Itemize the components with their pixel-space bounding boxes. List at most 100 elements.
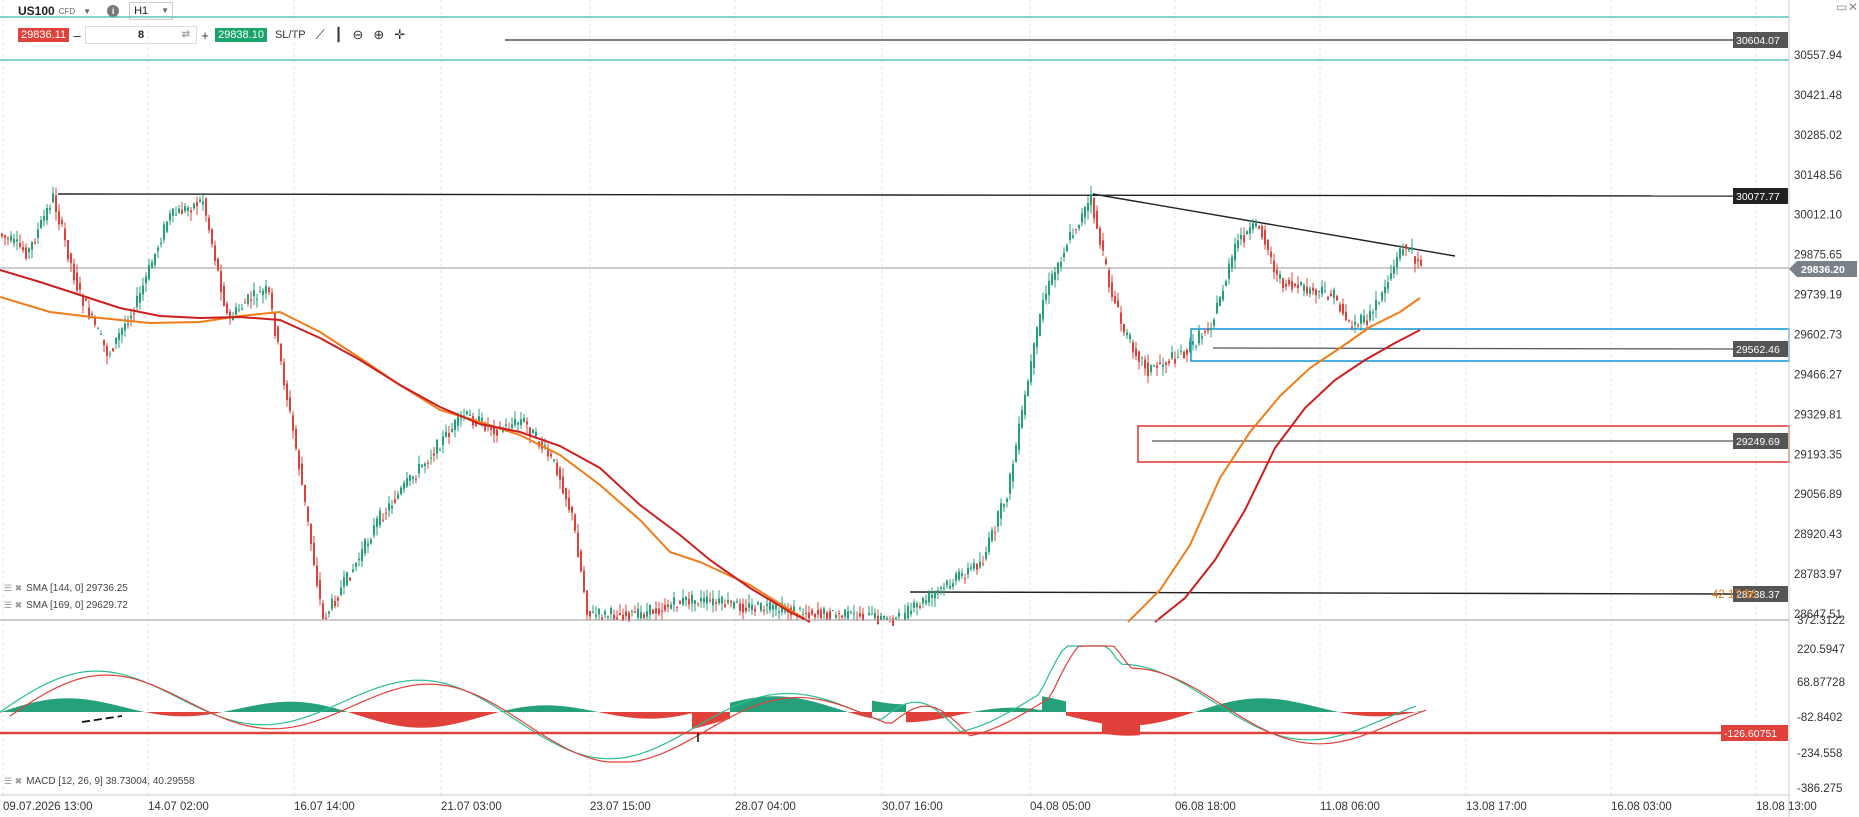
settings-icon[interactable]: ☰ ✖: [4, 776, 23, 786]
macd-histogram-bar: [816, 702, 818, 712]
candle-body: [1237, 240, 1239, 249]
macd-histogram-bar: [614, 712, 616, 716]
macd-histogram-bar: [554, 705, 556, 712]
macd-histogram-bar: [410, 712, 412, 728]
macd-histogram-bar: [1034, 709, 1036, 712]
sell-button[interactable]: 29836.11: [18, 28, 70, 42]
close-icon[interactable]: ✕: [1848, 0, 1859, 14]
candle-body: [151, 262, 153, 268]
sma-169-legend[interactable]: ☰ ✖ SMA [169, 0] 29629.72: [4, 600, 128, 611]
macd-histogram-bar: [1342, 712, 1344, 713]
macd-histogram-bar: [1218, 704, 1220, 712]
macd-histogram-bar: [1294, 701, 1296, 712]
macd-histogram-bar: [1406, 712, 1408, 714]
macd-histogram-bar: [978, 710, 980, 712]
macd-histogram-bar: [1002, 707, 1004, 712]
macd-histogram-bar: [334, 708, 336, 712]
candle-body: [769, 602, 771, 610]
candle-body: [1210, 327, 1212, 330]
macd-histogram-bar: [1292, 701, 1294, 712]
macd-histogram-bar: [944, 712, 946, 718]
macd-histogram-bar: [1080, 712, 1082, 720]
macd-histogram-bar: [1252, 698, 1254, 712]
decrease-quantity-button[interactable]: –: [73, 27, 81, 43]
macd-histogram-bar: [362, 712, 364, 717]
candle-body: [754, 608, 756, 612]
candle-body: [889, 621, 891, 623]
macd-histogram-bar: [1072, 712, 1074, 718]
macd-histogram-bar: [534, 705, 536, 712]
candle-body: [214, 245, 216, 262]
candle-body: [724, 604, 726, 608]
symbol-name[interactable]: US100: [18, 4, 55, 18]
candle-body: [751, 604, 753, 611]
macd-histogram-bar: [56, 698, 58, 712]
macd-histogram-bar: [212, 712, 214, 714]
candle-body: [1111, 282, 1113, 298]
macd-histogram-bar: [1300, 703, 1302, 712]
price-axis-label: 28783.97: [1794, 569, 1842, 581]
settings-icon[interactable]: ☰ ✖: [4, 583, 23, 593]
macd-histogram-bar: [1142, 712, 1144, 725]
line-chart-icon[interactable]: ⟋: [315, 27, 325, 42]
candle-body: [940, 587, 942, 589]
quantity-input[interactable]: 8 ⇄: [85, 26, 198, 44]
candle-body: [1402, 249, 1404, 256]
macd-histogram-bar: [900, 704, 902, 712]
crosshair-icon[interactable]: ✛: [394, 27, 406, 42]
candle-body: [112, 348, 114, 352]
candle-body: [322, 603, 324, 619]
candle-body: [850, 611, 852, 613]
macd-histogram-bar: [1136, 712, 1138, 736]
macd-legend[interactable]: ☰ ✖ MACD [12, 26, 9] 38.73004, 40.29558: [4, 776, 195, 787]
settings-icon[interactable]: ☰ ✖: [4, 600, 23, 610]
macd-histogram-bar: [892, 703, 894, 712]
macd-histogram-bar: [772, 696, 774, 712]
macd-histogram-bar: [1168, 712, 1170, 720]
candle-body: [664, 604, 666, 611]
macd-histogram-bar: [290, 701, 292, 712]
sltp-button[interactable]: SL/TP: [274, 29, 306, 41]
macd-histogram-bar: [1202, 709, 1204, 712]
macd-histogram-bar: [170, 712, 172, 716]
macd-histogram-bar: [1038, 709, 1040, 712]
candle-body: [1186, 349, 1188, 355]
red-zone-rect: [1137, 425, 1790, 463]
candle-body: [1399, 248, 1401, 259]
candle-body: [1312, 287, 1314, 291]
macd-histogram-bar: [1270, 698, 1272, 712]
macd-histogram-bar: [950, 712, 952, 717]
buy-button[interactable]: 29838.10: [215, 28, 267, 42]
sma-144-legend[interactable]: ☰ ✖ SMA [144, 0] 29736.25: [4, 583, 128, 594]
zoom-in-icon[interactable]: ⊕: [373, 27, 385, 42]
candle-body: [1330, 293, 1332, 297]
macd-histogram-bar: [1042, 696, 1044, 712]
candle-body: [661, 610, 663, 612]
symbol-dropdown-icon[interactable]: ▼: [83, 6, 92, 16]
timeframe-select[interactable]: H1 ▼: [129, 2, 174, 20]
macd-histogram-bar: [1050, 697, 1052, 712]
candle-body: [523, 417, 525, 422]
minimize-icon[interactable]: ▭: [1836, 0, 1848, 14]
info-icon[interactable]: i: [107, 5, 120, 17]
macd-histogram-bar: [948, 712, 950, 718]
candles-icon[interactable]: ┃: [334, 27, 343, 42]
candle-body: [1024, 394, 1026, 415]
time-axis-label: 16.08 03:00: [1611, 801, 1672, 813]
macd-histogram-bar: [922, 712, 924, 722]
increase-quantity-button[interactable]: +: [201, 27, 209, 43]
macd-histogram-bar: [372, 712, 374, 720]
candle-body: [466, 411, 468, 414]
macd-histogram-bar: [828, 706, 830, 712]
candle-body: [196, 202, 198, 207]
candle-body: [277, 326, 279, 342]
macd-histogram-bar: [1264, 698, 1266, 712]
candle-body: [1135, 348, 1137, 357]
zoom-out-icon[interactable]: ⊖: [352, 27, 364, 42]
candle-body: [652, 609, 654, 615]
candle-body: [553, 459, 555, 461]
macd-histogram-bar: [462, 712, 464, 722]
candle-body: [172, 208, 174, 216]
macd-histogram-bar: [1204, 708, 1206, 712]
